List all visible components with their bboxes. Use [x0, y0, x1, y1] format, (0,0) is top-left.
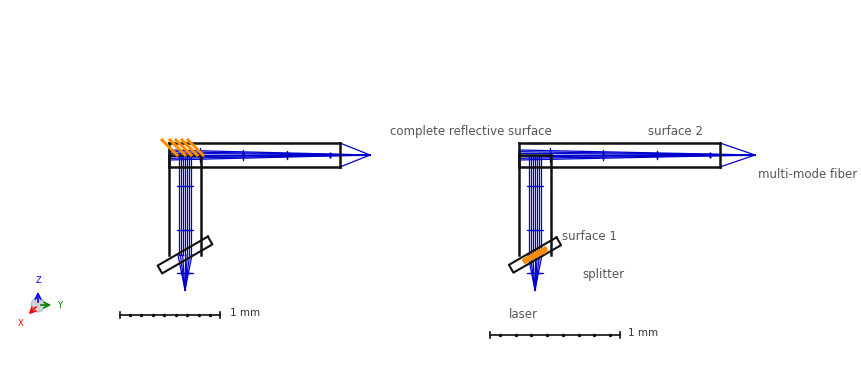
Text: splitter: splitter — [582, 268, 624, 281]
Text: multi-mode fiber: multi-mode fiber — [758, 169, 858, 182]
Text: laser: laser — [509, 308, 537, 321]
Text: 1 mm: 1 mm — [628, 328, 658, 338]
Text: X: X — [18, 319, 24, 328]
Text: complete reflective surface: complete reflective surface — [390, 125, 552, 138]
Text: surface 1: surface 1 — [562, 230, 616, 243]
Text: 1 mm: 1 mm — [230, 308, 260, 318]
Circle shape — [31, 298, 45, 312]
Text: surface 2: surface 2 — [648, 125, 703, 138]
Text: Z: Z — [35, 276, 40, 285]
Text: Y: Y — [57, 301, 62, 310]
